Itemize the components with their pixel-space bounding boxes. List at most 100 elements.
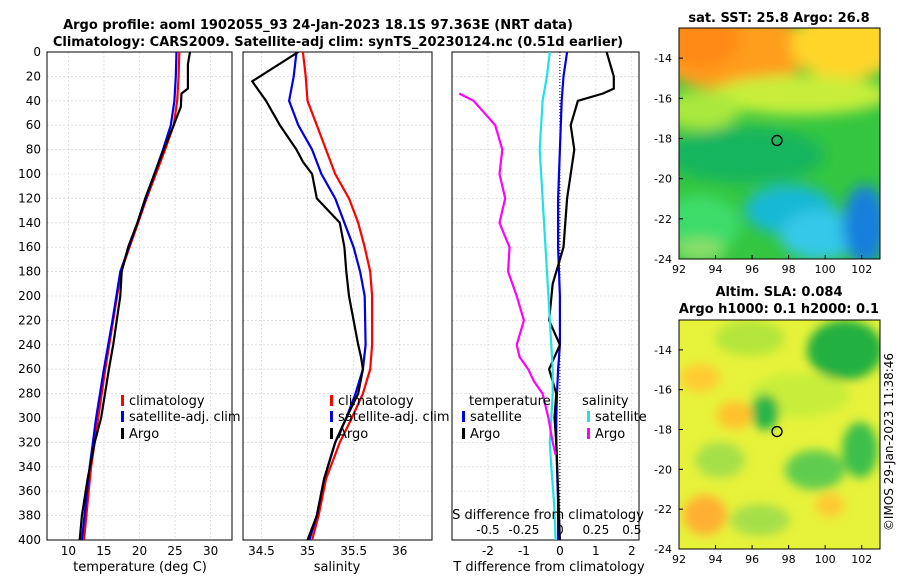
map-x-tick-label: 96	[745, 263, 759, 276]
map-x-tick-label: 102	[851, 553, 872, 566]
salinity-legend: climatology satellite-adj. clim Argo	[330, 394, 450, 442]
map-x-tick-label: 92	[672, 263, 686, 276]
legend-swatch-t-argo	[462, 428, 465, 439]
temperature-xlabel: temperature (deg C)	[73, 560, 207, 575]
legend-label-satellite: satellite-adj. clim	[129, 410, 241, 425]
y-tick-label: 0	[33, 45, 41, 59]
series-line-t-argo	[547, 52, 615, 540]
map-y-tick-label: -18	[654, 132, 672, 145]
map-y-tick-label: -24	[654, 543, 672, 556]
y-tick-label: 160	[18, 240, 41, 254]
map-y-tick-label: -16	[654, 384, 672, 397]
temperature-axes-box	[46, 51, 233, 541]
x-tick-label: 10	[61, 544, 76, 558]
sla-map-title-line1: Altim. SLA: 0.084	[716, 285, 843, 300]
legend-swatch-climatology	[121, 395, 124, 406]
difference-lines	[458, 52, 615, 540]
sst-map-tick-labels: 92 94 96 98 100 102 -24 -22 -20 -18 -16 -14	[654, 52, 872, 276]
x-tick-label: 36	[392, 544, 407, 558]
sla-map-title-line2: Argo h1000: 0.1 h2000: 0.1	[679, 302, 879, 317]
legend-swatch-s-argo	[587, 428, 590, 439]
legend-swatch-climatology	[330, 395, 333, 406]
legend-title-salinity: salinity	[582, 394, 629, 409]
difference-axes-box	[451, 51, 640, 541]
x-tick-label: 25	[167, 544, 182, 558]
series-line-argo	[251, 52, 364, 540]
salinity-tick-labels: 34.5 35 35.5 36	[248, 544, 407, 558]
legend-label-t-argo: Argo	[470, 427, 500, 442]
salinity-lines	[251, 52, 374, 540]
figure-title-line1: Argo profile: aoml 1902055_93 24-Jan-202…	[63, 18, 573, 33]
sst-map-box	[678, 27, 881, 260]
map-y-tick-label: -22	[654, 503, 672, 516]
temperature-lines	[78, 52, 192, 540]
legend-label-climatology: climatology	[129, 394, 205, 409]
difference-panel: -2 -1 0 1 2 -0.5 -0.25 0 0.25 0.5 S difference f…	[451, 51, 647, 575]
y-tick-label: 240	[18, 338, 41, 352]
map-x-tick-label: 100	[815, 263, 836, 276]
sla-map-tick-labels: 92 94 96 98 100 102 -24 -22 -20 -18 -16 -14	[654, 344, 872, 566]
x-tick-label: 0	[556, 544, 564, 558]
x-tick-label: 35	[300, 544, 315, 558]
sst-map-title: sat. SST: 25.8 Argo: 26.8	[688, 11, 869, 26]
y-tick-label: 400	[18, 533, 41, 547]
y-tick-label: 380	[18, 509, 41, 523]
legend-label-s-satellite: satellite	[595, 410, 647, 425]
s-tick-label: 0.25	[582, 523, 609, 537]
y-tick-label: 60	[26, 118, 41, 132]
sla-map-box	[678, 319, 881, 550]
temperature-legend: climatology satellite-adj. clim Argo	[121, 394, 241, 442]
map-x-tick-label: 102	[851, 263, 872, 276]
legend-swatch-argo	[330, 428, 333, 439]
map-y-tick-label: -20	[654, 173, 672, 186]
temperature-panel: 0 20 40 60 80 100 120 140 160 180 200 220 240 260 280 3…	[18, 45, 241, 575]
x-tick-label: 30	[203, 544, 218, 558]
depth-tick-labels: 0 20 40 60 80 100 120 140 160 180 200 220 240 260 280 3…	[18, 45, 41, 547]
s-tick-label: 0.5	[622, 523, 641, 537]
legend-swatch-satellite	[121, 411, 124, 422]
map-x-tick-label: 94	[709, 553, 723, 566]
sla-map-ticks	[679, 349, 863, 549]
series-line-s-satellite	[538, 52, 557, 540]
sst-field-patches	[679, 28, 880, 259]
figure-title-line2: Climatology: CARS2009. Satellite-adj cli…	[53, 35, 623, 50]
legend-swatch-satellite	[330, 411, 333, 422]
y-tick-label: 80	[26, 143, 41, 157]
x-tick-label: 34.5	[248, 544, 275, 558]
series-line-argo	[78, 52, 192, 540]
map-x-tick-label: 98	[782, 553, 796, 566]
legend-swatch-argo	[121, 428, 124, 439]
legend-label-t-satellite: satellite	[470, 410, 522, 425]
sla-field-patches	[680, 320, 880, 536]
sla-map-panel: Altim. SLA: 0.084 Argo h1000: 0.1 h2000:…	[654, 285, 881, 566]
sla-heatmap	[679, 320, 880, 549]
y-tick-label: 120	[18, 191, 41, 205]
map-x-tick-label: 98	[782, 263, 796, 276]
legend-swatch-s-satellite	[587, 411, 590, 422]
map-y-tick-label: -22	[654, 213, 672, 226]
t-difference-xlabel: T difference from climatology	[452, 560, 645, 575]
map-y-tick-label: -18	[654, 424, 672, 437]
salinity-axes-box	[242, 51, 433, 541]
x-tick-label: 15	[96, 544, 111, 558]
y-tick-label: 200	[18, 289, 41, 303]
y-tick-label: 260	[18, 362, 41, 376]
series-line-climatology	[301, 52, 374, 540]
y-tick-label: 220	[18, 313, 41, 327]
salinity-panel: 34.5 35 35.5 36 salinity climatology satell…	[242, 51, 450, 575]
x-tick-label: 20	[132, 544, 147, 558]
difference-grid	[452, 51, 639, 541]
legend-label-s-argo: Argo	[595, 427, 625, 442]
sst-map-panel: sat. SST: 25.8 Argo: 26.8 92 94 96 98 100 102…	[654, 11, 881, 276]
y-tick-label: 360	[18, 484, 41, 498]
map-x-tick-label: 96	[745, 553, 759, 566]
y-tick-label: 280	[18, 387, 41, 401]
temperature-tick-labels: 10 15 20 25 30	[61, 544, 219, 558]
y-tick-label: 300	[18, 411, 41, 425]
legend-label-climatology: climatology	[338, 394, 414, 409]
y-tick-label: 340	[18, 460, 41, 474]
s-tick-label: -0.5	[476, 523, 499, 537]
map-y-tick-label: -20	[654, 463, 672, 476]
imos-watermark: ©IMOS 29-Jan-2023 11:38:46	[882, 353, 896, 531]
